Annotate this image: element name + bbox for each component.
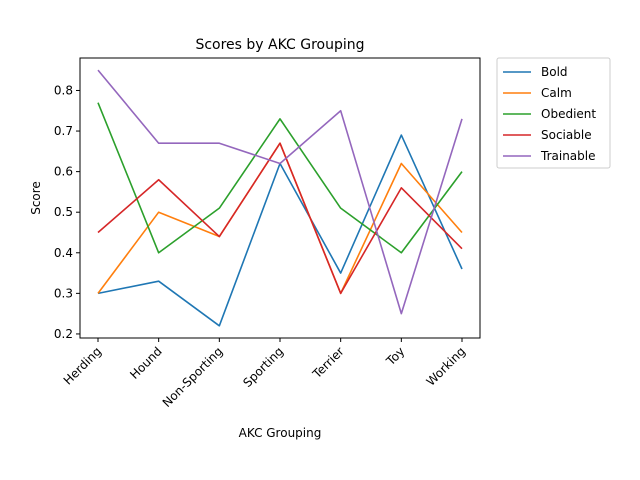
y-axis: 0.2 0.3 0.4 0.5 0.6 0.7 0.8 xyxy=(54,83,80,341)
y-tick-label: 0.7 xyxy=(54,124,73,138)
legend-label-sociable: Sociable xyxy=(541,128,592,142)
y-tick-label: 0.4 xyxy=(54,246,73,260)
x-tick-label: Hound xyxy=(127,344,165,382)
series-line-trainable xyxy=(97,69,463,315)
chart-title: Scores by AKC Grouping xyxy=(195,37,364,53)
legend-label-obedient: Obedient xyxy=(541,107,596,121)
series-lines xyxy=(97,69,463,327)
x-tick-label: Toy xyxy=(383,344,408,369)
x-tick-label: Herding xyxy=(61,344,104,387)
x-tick-label: Working xyxy=(424,344,469,389)
legend-frame xyxy=(496,57,611,169)
legend-label-calm: Calm xyxy=(541,86,572,100)
y-tick-label: 0.5 xyxy=(54,205,73,219)
y-axis-title: Score xyxy=(29,181,43,215)
x-tick-label: Sporting xyxy=(240,344,286,390)
series-line-sociable xyxy=(97,142,463,295)
legend: Bold Calm Obedient Sociable Trainable xyxy=(496,57,611,169)
y-tick-label: 0.3 xyxy=(54,286,73,300)
y-tick-label: 0.8 xyxy=(54,83,73,97)
x-tick-label: Terrier xyxy=(309,344,347,382)
y-tick-label: 0.6 xyxy=(54,165,73,179)
x-tick-label: Non-Sporting xyxy=(160,344,226,410)
x-axis-title: AKC Grouping xyxy=(239,426,322,440)
legend-label-trainable: Trainable xyxy=(540,149,595,163)
y-tick-label: 0.2 xyxy=(54,327,73,341)
legend-label-bold: Bold xyxy=(541,65,568,79)
plot-area xyxy=(79,57,481,339)
series-line-obedient xyxy=(97,102,463,254)
